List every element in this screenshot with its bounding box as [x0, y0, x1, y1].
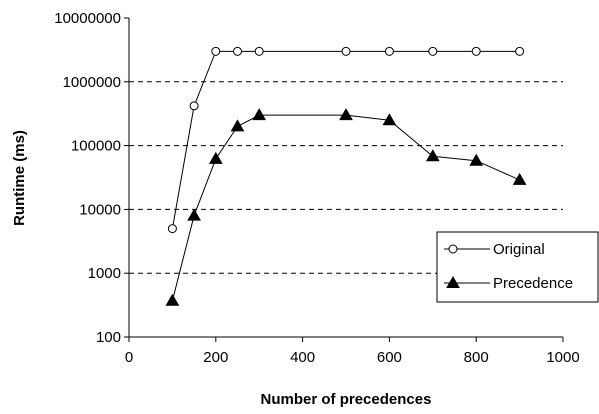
- legend-marker-original: [448, 244, 458, 254]
- series-line-original: [171, 50, 520, 229]
- x-tick-label: 800: [464, 349, 489, 366]
- x-tick-label: 400: [290, 349, 315, 366]
- data-point-original: [189, 101, 199, 111]
- data-point-precedence: [187, 208, 201, 221]
- data-point-precedence: [252, 108, 267, 121]
- x-tick-label: 1000: [546, 349, 579, 366]
- legend: Original Precedence: [436, 231, 599, 303]
- data-point-precedence: [469, 153, 484, 166]
- data-point-precedence: [208, 151, 223, 164]
- axes-layer: [124, 17, 564, 342]
- data-point-precedence: [425, 149, 440, 162]
- legend-marker-precedence: [446, 275, 460, 288]
- legend-item-precedence: Precedence: [444, 275, 573, 292]
- data-point-original: [233, 46, 242, 56]
- x-tick-label: 600: [377, 349, 402, 366]
- series-original: [167, 46, 525, 234]
- data-point-original: [254, 46, 264, 56]
- y-axis-title: Runtime (ms): [11, 130, 28, 226]
- x-tick-label: 200: [203, 349, 228, 366]
- y-tick-label: 1000: [88, 265, 121, 282]
- data-point-precedence: [230, 119, 245, 132]
- data-point-original: [211, 46, 221, 56]
- y-tick-label: 10000: [79, 201, 121, 218]
- y-tick-label: 100: [96, 329, 121, 346]
- data-point-precedence: [382, 113, 397, 126]
- data-point-original: [471, 46, 481, 56]
- legend-label-precedence: Precedence: [493, 275, 573, 292]
- data-point-precedence: [339, 108, 353, 121]
- legend-item-original: Original: [444, 241, 545, 258]
- data-point-original: [428, 46, 438, 56]
- data-point-original: [167, 224, 177, 234]
- data-point-original: [515, 46, 525, 56]
- data-point-precedence: [165, 293, 180, 306]
- data-point-precedence: [512, 172, 527, 185]
- series-line-precedence: [171, 114, 520, 301]
- data-point-original: [341, 46, 351, 56]
- x-tick-label: 0: [125, 349, 133, 366]
- series-precedence: [165, 108, 527, 306]
- y-tick-label: 100000: [71, 138, 121, 155]
- legend-box: [436, 231, 599, 303]
- legend-label-original: Original: [493, 241, 545, 258]
- series-layer: [165, 46, 527, 306]
- data-point-original: [384, 46, 394, 56]
- legend-items: Original Precedence: [444, 241, 573, 292]
- y-tick-label: 1000000: [63, 74, 121, 91]
- labels-layer: 100 1000 10000 100000 1000000 10000000 0 200 400…: [54, 10, 579, 366]
- y-tick-label: 10000000: [54, 10, 121, 27]
- x-axis-title: Number of precedences: [261, 391, 432, 408]
